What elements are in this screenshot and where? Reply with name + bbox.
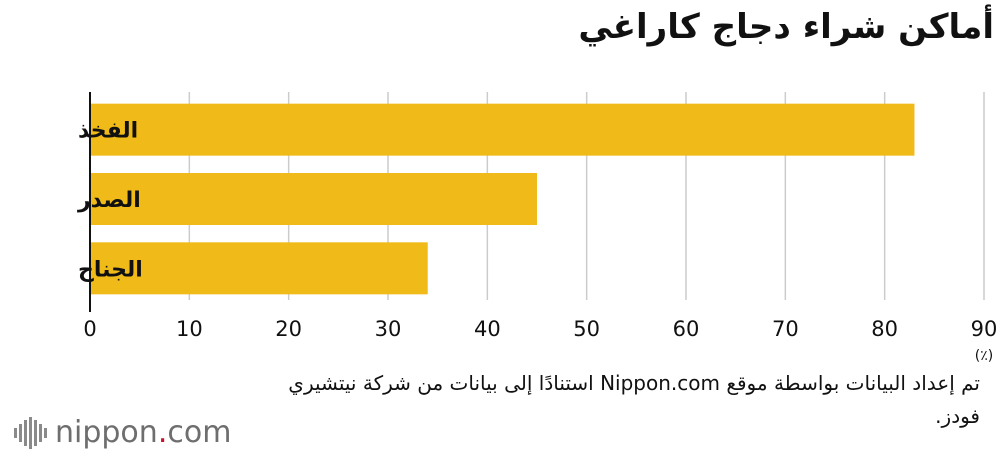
x-tick-label: 70 bbox=[772, 317, 799, 341]
x-tick-label: 10 bbox=[176, 317, 203, 341]
category-labels: الفخذ الصدر الجناح bbox=[77, 119, 143, 283]
x-tick-label: 30 bbox=[375, 317, 402, 341]
category-label: الفخذ bbox=[78, 119, 138, 144]
logo-mark-icon bbox=[14, 416, 47, 449]
x-tick-label: 0 bbox=[83, 317, 96, 341]
bar bbox=[90, 173, 537, 225]
logo-dot: . bbox=[157, 415, 168, 450]
x-tick-label: 80 bbox=[871, 317, 898, 341]
x-tick-label: 40 bbox=[474, 317, 501, 341]
x-tick-labels: 0 10 20 30 40 50 60 70 80 90 bbox=[83, 317, 997, 341]
bars bbox=[90, 103, 915, 295]
chart-title: أماكن شراء دجاج كاراغي bbox=[578, 7, 994, 47]
logo-suffix: com bbox=[167, 415, 232, 450]
bar-chart: الفخذ الصدر الجناح 0 10 20 30 40 50 60 70 80 90 (٪) bbox=[77, 92, 997, 364]
bar bbox=[90, 103, 915, 156]
category-label: الصدر bbox=[77, 188, 141, 213]
unit-label: (٪) bbox=[975, 348, 993, 364]
nippon-logo: nippon.com bbox=[14, 415, 231, 450]
x-tick-label: 50 bbox=[573, 317, 600, 341]
x-tick-label: 60 bbox=[673, 317, 700, 341]
source-note: تم إعداد البيانات بواسطة موقع Nippon.com… bbox=[288, 371, 980, 428]
category-label: الجناح bbox=[78, 257, 143, 282]
x-tick-label: 20 bbox=[275, 317, 302, 341]
bar bbox=[90, 242, 428, 295]
logo-name: nippon bbox=[55, 415, 158, 450]
x-tick-label: 90 bbox=[971, 317, 998, 341]
logo-text: nippon.com bbox=[55, 415, 231, 450]
